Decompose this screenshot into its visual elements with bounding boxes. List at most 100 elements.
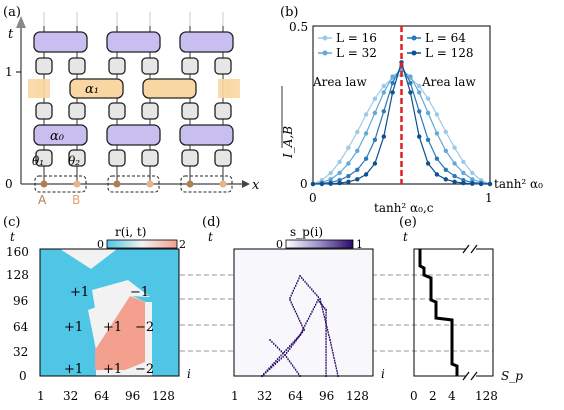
spike-dot (288, 360, 291, 363)
series-point-L64 (381, 109, 386, 114)
x-axis-label-c: i (187, 367, 191, 381)
spike-dot (292, 305, 294, 308)
spike-dot (317, 299, 319, 301)
spike-dot (285, 356, 288, 359)
x-axis-arrow (242, 180, 250, 188)
spike-dot (296, 370, 298, 373)
x-axis-label-e: S_p (501, 369, 523, 383)
spike-dot (280, 350, 282, 353)
series-point-L128 (346, 179, 351, 184)
svg-text:0: 0 (19, 369, 27, 383)
spike-dot (299, 334, 301, 336)
series-point-L64 (390, 80, 395, 86)
series-point-L64 (434, 156, 440, 161)
gate-label-alpha1: α₁ (85, 82, 99, 97)
spike-dot (325, 332, 327, 335)
series-point-L128 (319, 181, 325, 187)
spike-dot (304, 324, 306, 327)
series-point-L128 (372, 161, 378, 166)
svg-text:+1: +1 (64, 362, 83, 377)
spike-dot (293, 308, 295, 311)
series-point-L128 (337, 180, 342, 186)
gate-label-alpha0: α₀ (50, 129, 65, 144)
gate-label-theta1: θ₁ (32, 154, 44, 168)
svg-text:64: 64 (288, 389, 304, 403)
spike-dot (323, 315, 326, 318)
spike-dot (299, 319, 301, 322)
series-point-L32 (461, 170, 466, 176)
spike-dot (298, 317, 300, 320)
svg-text:2: 2 (429, 389, 437, 403)
spike-dot (325, 340, 327, 343)
spike-dot (301, 276, 303, 279)
panel-c: (c) r(i, t) 0 2 t 160 128 96 64 32 0 (3, 215, 191, 403)
spike-dot (296, 315, 299, 318)
spike-dot (270, 365, 272, 368)
spike-dot (325, 364, 327, 367)
spike-dot (332, 354, 335, 357)
spike-dot (325, 348, 327, 351)
spike-dot (301, 329, 304, 332)
spike-dot (328, 336, 331, 339)
colorbar-d-tick-0: 0 (276, 238, 283, 251)
spike-dot (336, 372, 339, 375)
spike-dot (325, 323, 327, 326)
spike-dot (331, 349, 333, 352)
series-point-L32 (363, 131, 369, 136)
spike-dot (325, 311, 327, 314)
spike-dot (300, 331, 302, 334)
spike-dot (295, 312, 298, 315)
colorbar-d-label: s_p(i) (290, 225, 323, 239)
spike-dot (331, 346, 333, 349)
colorbar-d (285, 239, 354, 249)
t-tick-0: 0 (5, 177, 13, 191)
spike-dot (332, 351, 334, 354)
spike-dot (325, 322, 327, 325)
spike-dot (269, 339, 271, 341)
series-point-L64 (425, 137, 431, 142)
y-axis-label: I_A,B (281, 126, 295, 159)
panel-a-label: (a) (3, 5, 21, 20)
site-dots (40, 180, 227, 188)
spike-dot (336, 369, 338, 372)
spike-dot (295, 339, 297, 342)
series-point-L64 (408, 80, 413, 86)
svg-text:96: 96 (125, 389, 140, 403)
spike-dot (311, 288, 313, 291)
colorbar-c-tick-2: 2 (179, 238, 186, 251)
series-point-L32 (417, 90, 422, 95)
spike-dot (297, 372, 300, 375)
spike-dot (304, 280, 306, 283)
spike-dot (325, 335, 327, 338)
spike-dot (276, 361, 278, 363)
series-point-L32 (470, 177, 475, 182)
spike-dot (325, 327, 327, 330)
spike-dot (334, 362, 336, 365)
spike-dot (282, 355, 284, 358)
spike-dot (302, 326, 304, 329)
panel-d: (d) s_p(i) 0 1 t 1 32 64 96 128 i (202, 215, 385, 403)
spike-dot (291, 292, 293, 295)
spike-dot (297, 337, 299, 340)
spike-dot (294, 368, 297, 371)
spike-dot (295, 337, 298, 340)
spike-dot (335, 367, 337, 370)
x-axis-label-d: i (381, 367, 385, 381)
t-axis-arrow (16, 16, 26, 28)
spike-dot (324, 307, 326, 310)
series-point-L32 (381, 90, 386, 95)
site-label-B: B (72, 193, 80, 207)
spike-dot (271, 363, 274, 366)
svg-text:64: 64 (13, 320, 29, 334)
spike-dot (321, 304, 323, 306)
spike-dot (273, 362, 275, 364)
spike-dot (333, 357, 335, 359)
spike-dot (325, 319, 327, 322)
svg-text:+1: +1 (103, 362, 122, 377)
critical-label: tanh² α₀,c (374, 201, 434, 215)
spike-dot (328, 333, 330, 336)
panel-c-label: (c) (3, 215, 20, 230)
series-point-L128 (478, 181, 484, 187)
svg-text:32: 32 (13, 345, 28, 359)
y-tick-zero: 0 (300, 177, 308, 191)
